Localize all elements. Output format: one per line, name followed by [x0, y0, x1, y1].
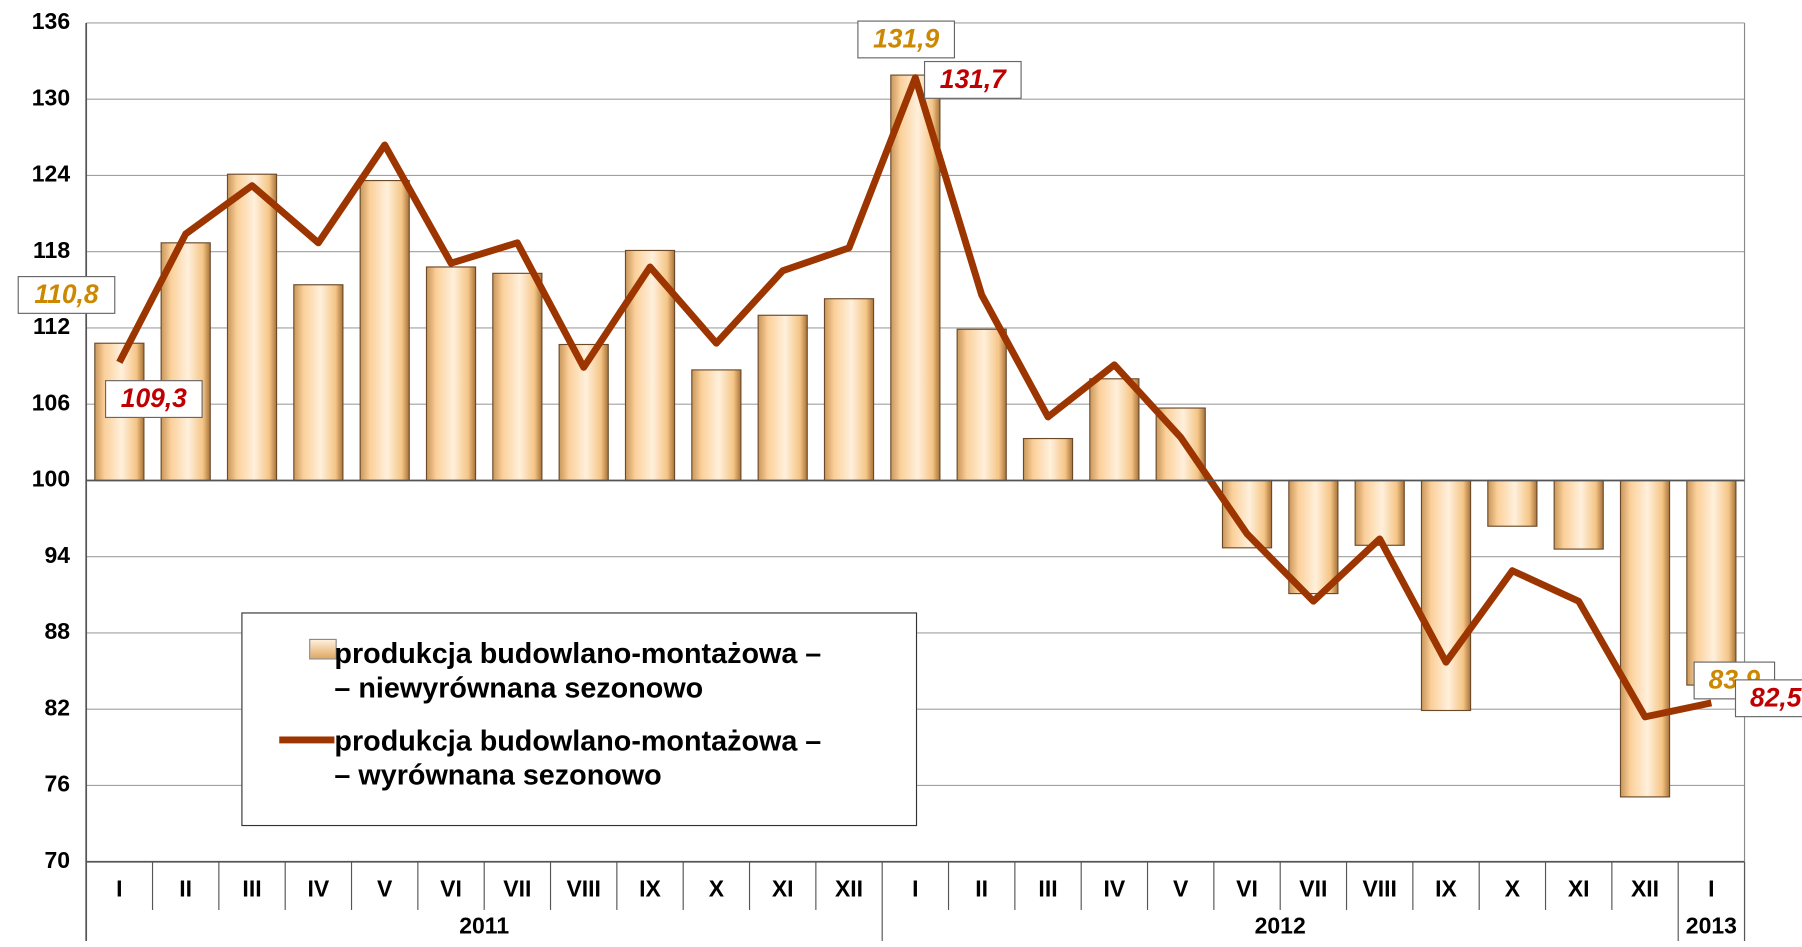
group-label: 2012 [1255, 912, 1306, 938]
data-label: 82,5 [1750, 682, 1802, 712]
x-tick-label: II [975, 876, 988, 902]
bar [1288, 479, 1339, 595]
bar [293, 284, 344, 482]
bar [1619, 479, 1671, 798]
x-tick-label: XII [1631, 876, 1659, 902]
bar [1487, 479, 1538, 527]
x-tick-label: VIII [566, 876, 600, 902]
x-tick-label: VII [1299, 876, 1327, 902]
x-tick-label: XI [772, 876, 794, 902]
legend-swatch-bar [309, 638, 337, 660]
x-tick-label: IX [639, 876, 661, 902]
x-tick-label: VIII [1362, 876, 1396, 902]
bar [757, 314, 808, 482]
bar [691, 369, 742, 482]
x-tick-label: VI [1236, 876, 1258, 902]
data-label-box [857, 20, 956, 59]
x-tick-label: IX [1435, 876, 1457, 902]
x-tick-label: IV [308, 876, 330, 902]
x-tick-label: V [377, 876, 393, 902]
y-tick-label: 94 [45, 542, 71, 568]
group-label: 2011 [459, 912, 509, 938]
data-label: 109,3 [121, 383, 187, 413]
y-tick-label: 118 [33, 237, 70, 263]
x-tick-label: X [1505, 876, 1521, 902]
bar [1022, 437, 1074, 482]
legend-label: produkcja budowlano-montażowa – – niewyr… [334, 637, 822, 705]
y-tick-label: 106 [32, 389, 70, 415]
bar [160, 242, 211, 482]
x-tick-label: VI [440, 876, 462, 902]
x-tick-label: XI [1568, 876, 1590, 902]
y-tick-label: 130 [32, 84, 70, 110]
y-tick-label: 112 [33, 313, 70, 339]
y-tick-label: 76 [45, 771, 71, 797]
y-tick-label: 70 [45, 847, 71, 873]
y-tick-label: 82 [45, 694, 71, 720]
line [116, 74, 1713, 721]
legend-label: produkcja budowlano-montażowa – – wyrówn… [334, 724, 822, 792]
y-tick-label: 100 [32, 466, 70, 492]
x-tick-label: III [1038, 876, 1057, 902]
x-tick-label: II [179, 876, 192, 902]
bar [226, 173, 278, 482]
group-label: 2013 [1686, 912, 1737, 938]
x-tick-label: I [116, 876, 122, 902]
x-tick-label: XII [835, 876, 863, 902]
y-tick-label: 124 [32, 161, 71, 187]
y-tick-label: 88 [45, 618, 71, 644]
x-tick-label: VII [503, 876, 531, 902]
x-tick-label: I [1708, 876, 1714, 902]
data-label: 110,8 [34, 279, 98, 309]
x-tick-label: X [709, 876, 725, 902]
data-label: 131,7 [940, 64, 1007, 94]
x-tick-label: V [1173, 876, 1189, 902]
bar [823, 298, 875, 482]
bar [425, 266, 477, 482]
data-label-box [104, 380, 203, 419]
bar [956, 328, 1007, 482]
legend: produkcja budowlano-montażowa – – niewyr… [241, 612, 918, 827]
x-tick-label: IV [1104, 876, 1126, 902]
bar [1354, 479, 1405, 546]
data-label-box [923, 60, 1022, 99]
bar [359, 179, 410, 482]
data-label-box [17, 276, 116, 314]
bar [1553, 479, 1604, 550]
y-tick-label: 136 [32, 8, 70, 34]
data-label-box [1734, 679, 1802, 718]
x-tick-label: III [242, 876, 261, 902]
x-tick-label: I [912, 876, 918, 902]
bar [1420, 479, 1472, 712]
legend-swatch-line [279, 736, 335, 744]
data-label: 131,9 [873, 24, 939, 54]
bar [1089, 378, 1140, 482]
bar [1686, 479, 1737, 686]
bar [492, 272, 543, 482]
